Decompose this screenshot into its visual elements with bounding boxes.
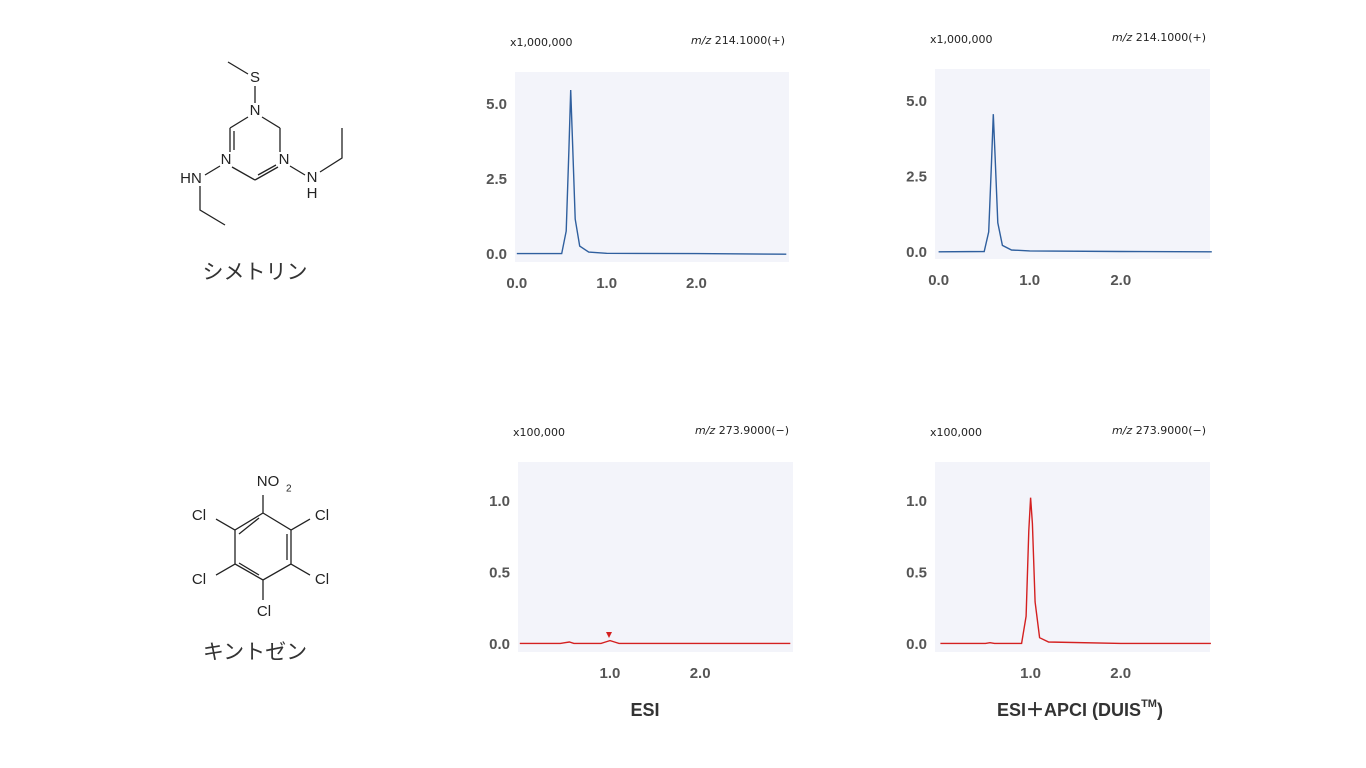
atom-label: N [221,151,232,168]
y-tick-label: 5.0 [906,93,927,110]
mz-value: 214.1000(+) [1136,31,1206,44]
scale-label: x1,000,000 [930,33,993,46]
mz-prefix: m/z [691,34,711,47]
label-sup: TM [1141,698,1157,710]
atom-label: Cl [315,507,329,524]
atom-label: Cl [315,571,329,588]
y-tick-label: 0.0 [486,246,507,263]
scale-label: x100,000 [513,426,565,439]
label-part: ) [1157,700,1163,720]
chart: x100,000 m/z 273.9000(−) 0.0 0.5 1.0 1.0 2.0 [906,424,1211,682]
compound-name: シメトリン [203,260,308,284]
mz-prefix: m/z [1112,31,1132,44]
y-tick-label: 1.0 [906,493,927,510]
y-tick-label: 5.0 [486,96,507,113]
peak-marker [606,632,612,638]
atom-label: Cl [192,507,206,524]
mz-label: m/z 273.9000(−) [695,424,789,437]
plot-area [515,72,789,262]
plot-area [935,69,1210,259]
mz-value: 273.9000(−) [719,424,789,437]
x-tick-label: 2.0 [686,275,707,292]
chart: x1,000,000 m/z 214.1000(+) 0.0 2.5 5.0 0.0 1.0… [906,31,1212,289]
y-tick-label: 0.0 [489,636,510,653]
y-tick-label: 0.0 [906,636,927,653]
mz-prefix: m/z [1112,424,1132,437]
mz-prefix: m/z [695,424,715,437]
atom-label: N [250,102,261,119]
atom-label: Cl [257,603,271,620]
chart: x100,000 m/z 273.9000(−) 0.0 0.5 1.0 1.0 2.0 [489,424,793,682]
x-tick-label: 0.0 [928,272,949,289]
x-tick-label: 2.0 [690,665,711,682]
x-tick-label: 1.0 [1019,272,1040,289]
chromatogram-line [938,114,1212,253]
atom-label: N [279,151,290,168]
mz-label: m/z 273.9000(−) [1112,424,1206,437]
structure-quintozene: NO 2 Cl Cl Cl Cl Cl [192,473,329,620]
y-tick-label: 1.0 [489,493,510,510]
x-tick-label: 1.0 [596,275,617,292]
scale-label: x100,000 [930,426,982,439]
atom-label: NO [257,473,280,490]
compound-name: キントゼン [203,640,307,664]
x-tick-label: 2.0 [1110,272,1131,289]
chromatogram-line [516,89,787,255]
y-tick-label: 2.5 [486,171,507,188]
atom-label: N [307,169,318,186]
column-label: ESI＋APCI (DUISTM) [997,698,1163,720]
atom-label: H [307,185,318,202]
mz-value: 214.1000(+) [715,34,785,47]
y-tick-label: 0.5 [906,564,927,581]
y-tick-label: 2.5 [906,169,927,186]
atom-label: 2 [286,484,292,495]
y-tick-label: 0.5 [489,564,510,581]
chromatogram-line [940,497,1211,645]
chromatogram-line [519,639,791,645]
mz-label: m/z 214.1000(+) [1112,31,1206,44]
atom-label: Cl [192,571,206,588]
chart: x1,000,000 m/z 214.1000(+) 0.0 2.5 5.0 0.0 1.0… [486,34,789,292]
y-tick-label: 0.0 [906,244,927,261]
x-tick-label: 1.0 [600,665,621,682]
atom-label: HN [180,170,202,187]
plot-area [518,462,793,652]
x-tick-label: 0.0 [506,275,527,292]
mz-label: m/z 214.1000(+) [691,34,785,47]
mz-value: 273.9000(−) [1136,424,1206,437]
atom-label: S [250,69,260,86]
label-part: ESI＋APCI (DUIS [997,700,1141,720]
plot-area [935,462,1210,652]
x-tick-label: 2.0 [1110,665,1131,682]
charts: x1,000,000 m/z 214.1000(+) 0.0 2.5 5.0 0.0 1.0… [486,31,1212,682]
column-label: ESI [630,700,659,720]
scale-label: x1,000,000 [510,36,573,49]
x-tick-label: 1.0 [1020,665,1041,682]
structure-symetryn: S N N N HN N H [180,61,343,226]
